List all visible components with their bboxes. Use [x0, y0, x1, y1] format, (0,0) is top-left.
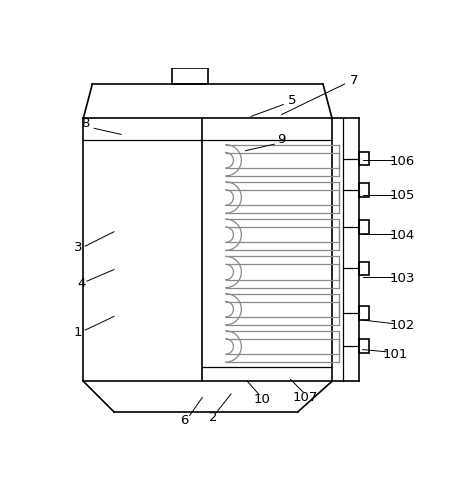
Text: 1: 1: [73, 326, 82, 339]
Text: 103: 103: [390, 272, 415, 285]
Text: 5: 5: [288, 94, 297, 107]
Text: 9: 9: [277, 134, 286, 146]
Bar: [359, 220, 369, 234]
Text: 107: 107: [292, 391, 318, 404]
Bar: [359, 184, 369, 197]
Text: 106: 106: [390, 155, 415, 168]
Text: 102: 102: [390, 319, 415, 332]
Text: 4: 4: [77, 277, 86, 291]
Bar: [359, 262, 369, 275]
Bar: [359, 152, 369, 165]
Bar: [359, 339, 369, 353]
Text: 7: 7: [349, 74, 358, 87]
Text: 3: 3: [73, 242, 82, 254]
Text: 104: 104: [390, 229, 415, 242]
Text: 6: 6: [180, 414, 188, 427]
Bar: [359, 306, 369, 320]
Text: 8: 8: [81, 117, 89, 130]
Text: 105: 105: [390, 189, 415, 202]
Text: 10: 10: [253, 393, 270, 406]
Text: 101: 101: [382, 348, 408, 361]
Text: 2: 2: [209, 411, 217, 424]
